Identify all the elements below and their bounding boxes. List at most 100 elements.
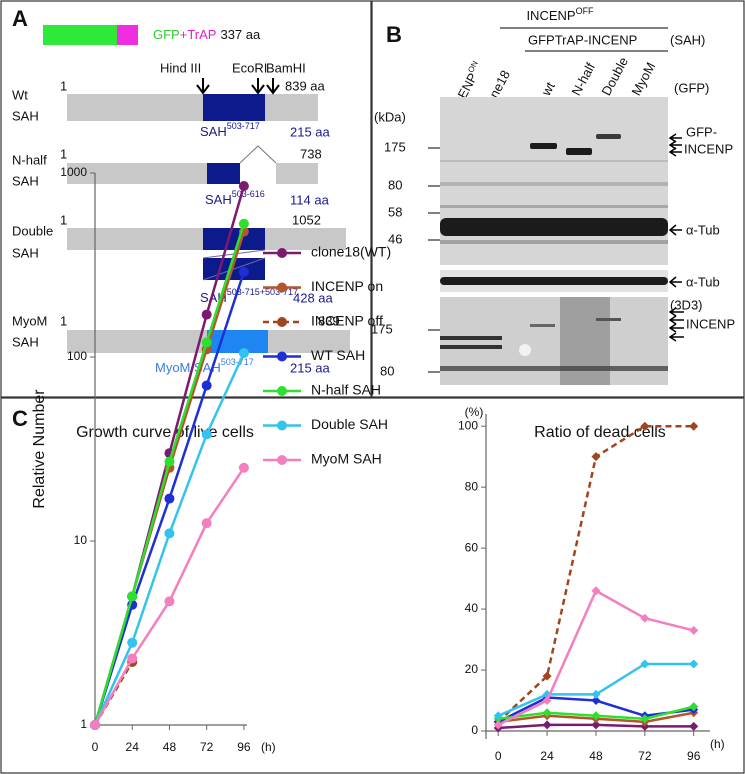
data-point xyxy=(127,653,138,664)
legend-label: clone18(WT) xyxy=(311,244,391,260)
blot-bands xyxy=(440,277,668,285)
panel-label: C xyxy=(12,406,28,431)
construct-name: MyoM xyxy=(12,313,47,328)
data-point xyxy=(542,720,552,730)
data-point xyxy=(591,689,601,699)
band-label: α-Tub xyxy=(686,274,720,289)
domain-label: SAH503-616 xyxy=(205,189,265,207)
antibody-label: (GFP) xyxy=(674,80,709,95)
data-point xyxy=(689,702,699,712)
domain-length: 428 aa xyxy=(293,290,334,305)
legend-label: INCENP on xyxy=(311,278,383,294)
end-label: 839 xyxy=(318,313,340,328)
data-point xyxy=(493,720,503,730)
y-tick-label: 20 xyxy=(465,662,479,676)
western-blot: INCENPOFF GFPTrAP-INCENP (SAH) INCENPON … xyxy=(371,6,735,385)
data-point xyxy=(201,337,212,348)
x-tick-label: 72 xyxy=(638,749,652,763)
site-label: EcoRI xyxy=(232,60,267,75)
site-label: Hind III xyxy=(160,60,201,75)
y-tick-label: 40 xyxy=(465,601,479,615)
kda-label: (kDa) xyxy=(374,109,406,124)
data-point xyxy=(127,637,138,648)
construct-name: Wt xyxy=(12,87,28,102)
legend-marker xyxy=(277,317,287,327)
y-tick-label: 10 xyxy=(74,533,88,547)
marker-label: 175 xyxy=(384,139,406,154)
domain-name: MyoM SAH xyxy=(155,360,221,375)
domain-range: 503-616 xyxy=(232,189,265,199)
legend-marker xyxy=(277,351,287,362)
gfp-box xyxy=(43,25,117,45)
trap-text: +TrAP xyxy=(180,27,217,42)
protein-bar xyxy=(67,94,318,121)
construct-name: SAH xyxy=(12,334,39,349)
construct-name: SAH xyxy=(12,108,39,123)
x-tick-label: 48 xyxy=(163,740,177,754)
domain-length: 114 aa xyxy=(290,192,330,207)
site-arrows xyxy=(196,78,280,95)
legend-marker xyxy=(277,386,287,396)
series-line xyxy=(93,352,246,726)
start-label: 1 xyxy=(60,212,67,227)
x-tick-label: 72 xyxy=(200,740,214,754)
domain-range: 503-717 xyxy=(227,121,260,131)
panel-frame xyxy=(0,397,745,774)
data-point xyxy=(238,180,249,191)
panel-frame xyxy=(371,0,745,398)
legend-label: N-half SAH xyxy=(311,382,381,398)
site-label: BamHI xyxy=(266,60,306,75)
data-point xyxy=(689,659,699,669)
panel-label: A xyxy=(12,6,28,31)
data-point xyxy=(542,696,552,706)
data-point xyxy=(164,596,175,607)
band-label: GFP- xyxy=(686,124,717,139)
legend-label: MyoM SAH xyxy=(311,451,382,467)
y-tick-label: 100 xyxy=(67,349,87,363)
x-tick-label: 96 xyxy=(237,740,251,754)
start-label: 1 xyxy=(60,146,67,161)
protein-bar xyxy=(67,163,240,184)
x-tick-label: 48 xyxy=(589,749,603,763)
data-point xyxy=(542,708,552,718)
end-label: 839 aa xyxy=(285,78,326,93)
x-tick-label: 24 xyxy=(126,740,140,754)
series-line xyxy=(93,223,246,726)
data-point xyxy=(591,696,601,706)
data-point xyxy=(164,456,175,467)
data-point xyxy=(591,711,601,721)
legend-marker xyxy=(277,248,287,258)
marker-label: 80 xyxy=(380,363,394,378)
data-point xyxy=(640,613,650,623)
blot-bands xyxy=(440,134,668,244)
gfp-text: GFP xyxy=(153,27,180,42)
band-label: INCENP xyxy=(684,141,733,156)
data-point xyxy=(591,720,601,730)
construct-note: (SAH) xyxy=(670,32,705,47)
lane-label: Double xyxy=(598,55,631,98)
data-point xyxy=(689,721,699,731)
legend-label: INCENP off xyxy=(311,313,383,329)
domain-range: 503-715+503-717 xyxy=(227,287,298,297)
x-tick-label: 0 xyxy=(92,740,99,754)
sah-domain xyxy=(203,228,265,250)
chart-title: Ratio of dead cells xyxy=(534,424,666,441)
construct-name: N-half xyxy=(12,152,47,167)
legend-marker xyxy=(277,282,287,293)
data-point xyxy=(591,452,601,462)
antibody-label: (3D3) xyxy=(670,297,703,312)
blot-header: INCENPOFF xyxy=(526,6,594,23)
myom-domain xyxy=(207,330,268,353)
blot-image xyxy=(440,97,668,265)
header-off: OFF xyxy=(576,6,594,16)
chart-title: Growth curve of live cells xyxy=(76,424,254,441)
data-point xyxy=(238,266,249,277)
domain-label: SAH503-717 xyxy=(200,121,260,139)
construct-name: SAH xyxy=(12,173,39,188)
y-tick-label: 1000 xyxy=(60,165,87,179)
data-point xyxy=(238,218,249,229)
data-point xyxy=(640,421,650,431)
x-unit: (h) xyxy=(710,737,725,751)
start-label: 1 xyxy=(60,313,67,328)
start-label: 1 xyxy=(60,78,67,93)
